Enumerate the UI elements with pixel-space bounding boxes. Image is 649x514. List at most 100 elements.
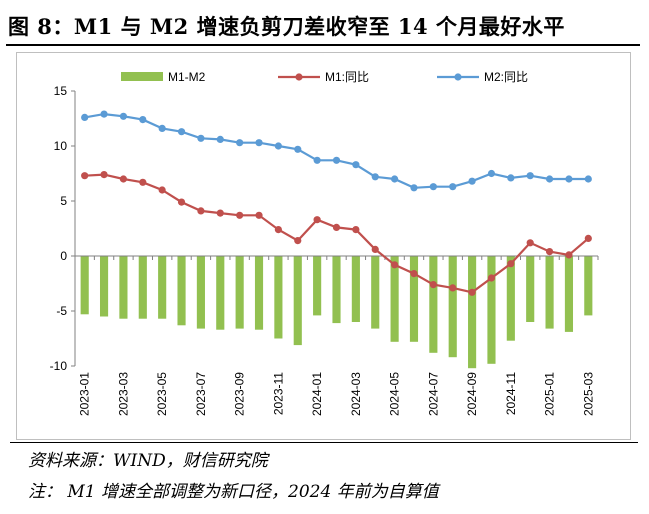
x-axis: 2023-01 2023-03 2023-05 2023-07 2023-09 2023-… xyxy=(74,255,599,416)
bar xyxy=(216,256,225,330)
figure-header: 图 8：M1 与 M2 增速负剪刀差收窄至 14 个月最好水平 xyxy=(6,6,640,46)
m1-point xyxy=(100,171,108,179)
bar xyxy=(196,256,205,329)
bar xyxy=(468,256,477,369)
m2-point xyxy=(100,110,108,118)
m1-point xyxy=(507,260,515,268)
x-tick-label: 2023-03 xyxy=(116,372,130,416)
m1-point xyxy=(565,251,573,259)
m2-point xyxy=(449,183,457,191)
m2-point xyxy=(274,142,282,150)
legend-label-m1: M1:同比 xyxy=(325,70,369,84)
m2-point xyxy=(391,175,399,183)
bar xyxy=(138,256,147,319)
legend-label-m2: M2:同比 xyxy=(484,70,528,84)
m1-point xyxy=(274,226,282,234)
bar xyxy=(119,256,128,319)
bar xyxy=(371,256,380,329)
m1-point xyxy=(352,226,360,234)
x-tick-label: 2024-03 xyxy=(349,372,363,416)
figure-title: 图 8：M1 与 M2 增速负剪刀差收窄至 14 个月最好水平 xyxy=(8,14,565,39)
m1-point xyxy=(119,175,128,183)
legend-label-m1-m2: M1-M2 xyxy=(168,70,206,84)
x-tick-label: 2024-09 xyxy=(465,372,479,416)
m1-point xyxy=(468,288,476,296)
m2-point xyxy=(565,175,573,183)
m2-point xyxy=(236,139,244,147)
bars-m1-m2 xyxy=(80,256,593,369)
m2-point xyxy=(487,169,496,178)
x-tick-label: 2024-11 xyxy=(504,372,518,415)
m1-point xyxy=(429,281,437,289)
m1-point xyxy=(332,223,341,231)
x-tick-label: 2024-05 xyxy=(388,372,402,416)
y-tick-label: 0 xyxy=(60,249,67,263)
legend-marker-m2 xyxy=(454,73,462,81)
m1-point xyxy=(236,211,244,219)
m2-point xyxy=(468,177,476,185)
m2-point xyxy=(81,113,89,121)
m2-point xyxy=(371,173,379,181)
x-tick-label: 2024-07 xyxy=(426,372,440,416)
x-tick-label: 2023-01 xyxy=(78,372,92,416)
x-tick-label: 2023-09 xyxy=(233,372,247,416)
m2-point xyxy=(255,139,263,147)
bar xyxy=(351,256,360,322)
x-tick-label: 2025-03 xyxy=(581,372,595,416)
x-tick-label: 2023-07 xyxy=(194,372,208,416)
m2-point xyxy=(158,124,166,132)
m2-point xyxy=(313,156,321,164)
m2-point xyxy=(216,135,224,143)
bar xyxy=(409,256,419,342)
m1-point xyxy=(391,261,399,269)
m1-point xyxy=(449,284,457,292)
m2-point xyxy=(507,174,515,182)
m2-point xyxy=(352,161,360,169)
bar xyxy=(80,256,89,315)
m2-point xyxy=(119,112,128,120)
bar xyxy=(526,256,535,322)
m1-point xyxy=(526,239,534,247)
m1-point xyxy=(313,216,321,224)
x-tick-label: 2023-11 xyxy=(271,372,285,415)
legend: M1-M2 M1:同比 M2:同比 xyxy=(121,70,528,84)
y-tick-label: 5 xyxy=(60,194,67,208)
m2-point xyxy=(526,172,534,180)
m1-point xyxy=(584,234,592,242)
m2-point xyxy=(410,184,418,192)
m1-point xyxy=(294,237,302,245)
bar xyxy=(332,256,341,324)
m1-point xyxy=(255,211,263,219)
bar xyxy=(235,256,244,329)
y-tick-label: 10 xyxy=(54,139,68,153)
m2-point xyxy=(584,175,592,183)
footer-divider xyxy=(10,442,638,443)
m2-point xyxy=(545,175,554,183)
lines xyxy=(81,110,592,296)
bar xyxy=(254,256,264,330)
y-tick-label: 15 xyxy=(54,84,68,98)
bar xyxy=(448,256,457,358)
m2-point xyxy=(197,134,205,142)
m1-point xyxy=(197,207,205,215)
header-divider xyxy=(6,44,640,46)
legend-swatch-m1-m2 xyxy=(121,72,163,81)
x-tick-label: 2024-01 xyxy=(310,372,324,416)
bar xyxy=(584,256,593,316)
bar xyxy=(177,256,186,326)
bar xyxy=(158,256,167,319)
m2-point xyxy=(139,116,147,124)
y-axis: 15 10 5 0 -5 -10 xyxy=(50,84,76,373)
bar xyxy=(274,256,283,339)
bar xyxy=(564,256,574,332)
chart-frame xyxy=(16,52,631,440)
m2-point xyxy=(294,145,302,153)
m2-point xyxy=(177,128,186,136)
bar xyxy=(429,256,438,353)
bar xyxy=(313,256,322,316)
bar xyxy=(506,256,515,341)
source-note: 资料来源：WIND，财信研究院 xyxy=(28,451,268,471)
m1-point xyxy=(81,172,89,180)
m1-point xyxy=(371,245,379,253)
